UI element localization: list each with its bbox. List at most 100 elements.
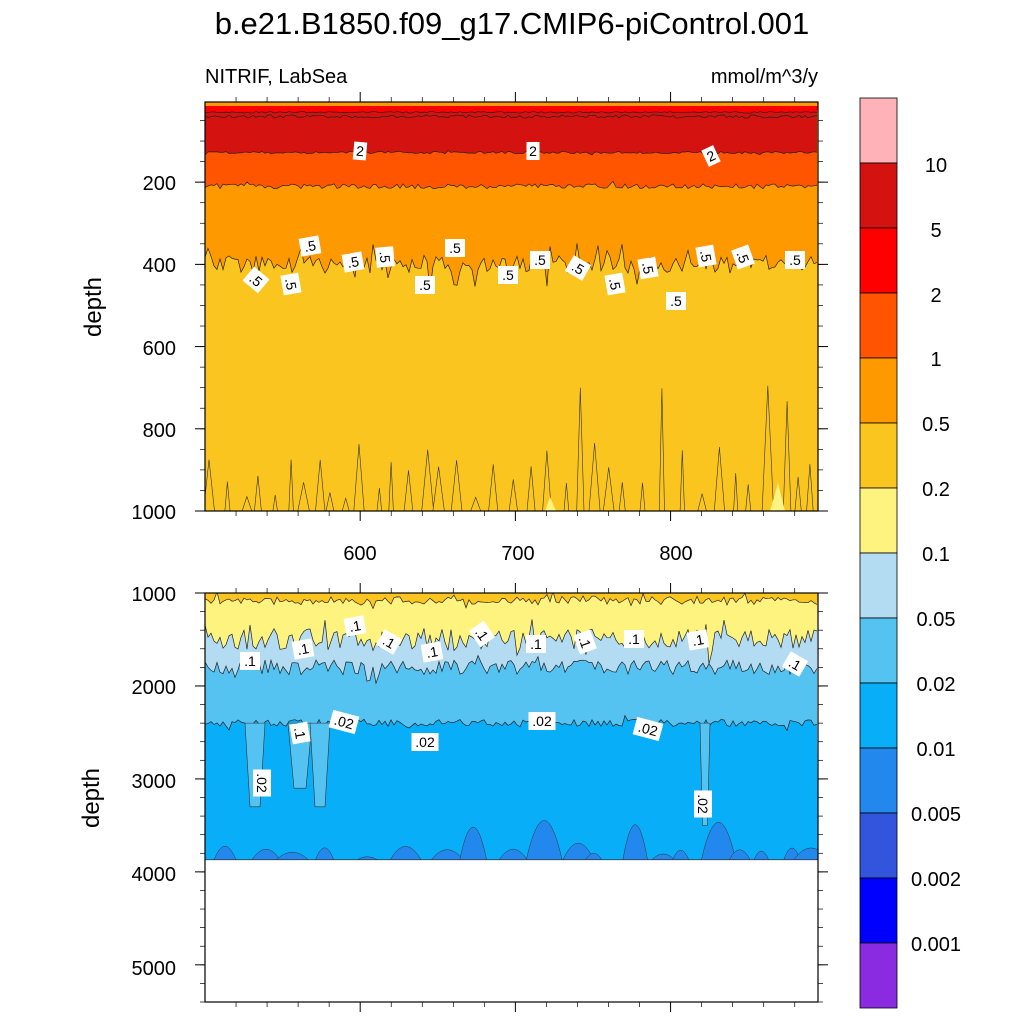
colorbar-swatch (859, 292, 898, 359)
contour-0.2-spike (782, 401, 792, 511)
lower-panel: .1 .1 .1 .1 .1 .1 .1 .1 .1 .1 .1 .1 .02 .02 .02 .02 .02.… (78, 583, 828, 1012)
contour-label-text: 2 (355, 143, 364, 160)
colorbar-label-0.05: 0.05 (917, 609, 956, 631)
contour-label: .02 (528, 712, 556, 730)
contour-0.2-spike (697, 493, 707, 511)
contour-label-text: .1 (425, 643, 439, 661)
lower-contour-labels: .1 .1 .1 .1 .1 .1 .1 .1 .1 .1 .1 .1 .02 .02 .02 .02 .02.… (240, 615, 809, 818)
contour-label-box (291, 638, 315, 660)
contour-0.2-spike (508, 479, 518, 511)
contour-0.2-spike (794, 476, 802, 511)
contour-label-box (242, 266, 270, 294)
contour-label-text: .5 (639, 261, 657, 275)
band-0.005-0.01 (525, 820, 563, 861)
colorbar-label-0.1: 0.1 (922, 544, 950, 566)
contour-label-box (695, 244, 717, 268)
contour-label-text: .1 (575, 634, 594, 651)
contour-0.2-spike (353, 444, 365, 511)
upper-contour-labels: 2 2 2 .5 .5 .5 .5 .5 .5 .5 .5 .5 .5 .5 .5 .5 .5 .5 .5 (242, 141, 805, 310)
upper-contour-fill (205, 102, 818, 511)
contour-label-box (785, 251, 805, 269)
contour-label: .5 (785, 251, 805, 269)
contour-0.2-spike (488, 464, 499, 511)
contour-label-box (240, 652, 260, 670)
contour-label-text: .02 (333, 712, 356, 733)
colorbar-label-0.02: 0.02 (917, 674, 956, 696)
contour-label: .5 (498, 266, 518, 284)
contour-0.2-spike (325, 492, 335, 511)
contour-label: .5 (637, 256, 659, 280)
band-1-2 (205, 150, 817, 189)
contour-label-box (573, 629, 597, 655)
contour-label-text: 2 (529, 143, 537, 159)
contour-label: .1 (375, 629, 403, 655)
contour-label: .1 (343, 615, 367, 637)
contour-label: .02 (411, 733, 439, 751)
band-0.005-0.01 (793, 847, 818, 861)
contour-0.2-spike (563, 482, 570, 511)
contour-label-text: .5 (534, 252, 546, 268)
upper-x-label-700: 700 (501, 543, 534, 565)
contour-0.1 (205, 619, 818, 665)
contour-0.2-spike (450, 460, 463, 511)
contour-0.2-spike (526, 466, 536, 511)
upper-x-label-800: 800 (659, 543, 692, 565)
contour-0.2-spike (254, 475, 262, 511)
figure-title: b.e21.B1850.f09_g17.CMIP6-piControl.001 (215, 6, 810, 41)
contour-label-box (328, 709, 360, 735)
band-0.02-0.05 (205, 655, 817, 731)
contour-label-text: .5 (449, 240, 461, 256)
contour-5 (205, 111, 818, 114)
surface-band (205, 102, 818, 106)
contour-label-text: .1 (348, 617, 362, 635)
lower-y-label-2000: 2000 (132, 677, 177, 699)
contour-label-box (415, 276, 435, 294)
contour-0.2-spike (403, 470, 414, 511)
band-0.1-0.2-patch (545, 497, 556, 511)
colorbar-swatch (859, 877, 898, 944)
contour-label-box (526, 635, 546, 653)
contour-label: .1 (624, 630, 644, 648)
colorbar: 10 5 2 1 0.5 0.2 0.1 0.05 0.02 0.01 0.00… (859, 97, 961, 1009)
band-0.2-0.5 (205, 593, 818, 609)
contour-label-box (253, 769, 271, 797)
contour-label: .5 (731, 244, 755, 270)
colorbar-swatch (859, 682, 898, 749)
contour-label-box (341, 251, 365, 273)
band-0.1-0.2-patch (770, 483, 785, 511)
contour-label-text: .02 (415, 734, 435, 750)
contour-label: .1 (781, 651, 809, 677)
contour-0.2-spike (602, 467, 615, 511)
contour-label-box (375, 629, 403, 655)
contour-label: .5 (280, 272, 302, 296)
contour-label: .5 (415, 276, 435, 294)
units-label: mmol/m^3/y (711, 66, 818, 88)
contour-label-box (468, 620, 496, 648)
contour-label: .02 (694, 790, 712, 818)
contour-0.2-spike (376, 487, 383, 511)
contour-label-box (343, 615, 367, 637)
contour-0.2-spike (639, 482, 646, 511)
contour-label: .1 (240, 652, 260, 670)
upper-plot-frame (204, 101, 819, 512)
contour-label-text: .02 (637, 719, 660, 740)
contour-label-text: .5 (346, 253, 360, 271)
colorbar-label-5: 5 (930, 220, 941, 242)
contour-label: .1 (289, 721, 311, 745)
contour-0.2-spike (205, 459, 215, 511)
band-2-5 (205, 111, 817, 156)
contour-label-box (530, 251, 550, 269)
contour-0.2-spike (272, 494, 278, 511)
contour-label-text: .5 (502, 267, 514, 283)
contour-0.2-spike (761, 385, 774, 511)
colorbar-swatch (859, 552, 898, 619)
contour-label: 2 (526, 142, 540, 160)
upper-axis-ticks (195, 92, 828, 521)
contour-0.2-spike (241, 495, 253, 511)
contour-5-inner (205, 114, 818, 119)
colorbar-label-1: 1 (930, 349, 941, 371)
contour-label: .1 (686, 629, 710, 651)
colorbar-label-10: 10 (925, 155, 947, 177)
colorbar-swatch (859, 357, 898, 424)
contour-label-text: .02 (532, 713, 552, 729)
